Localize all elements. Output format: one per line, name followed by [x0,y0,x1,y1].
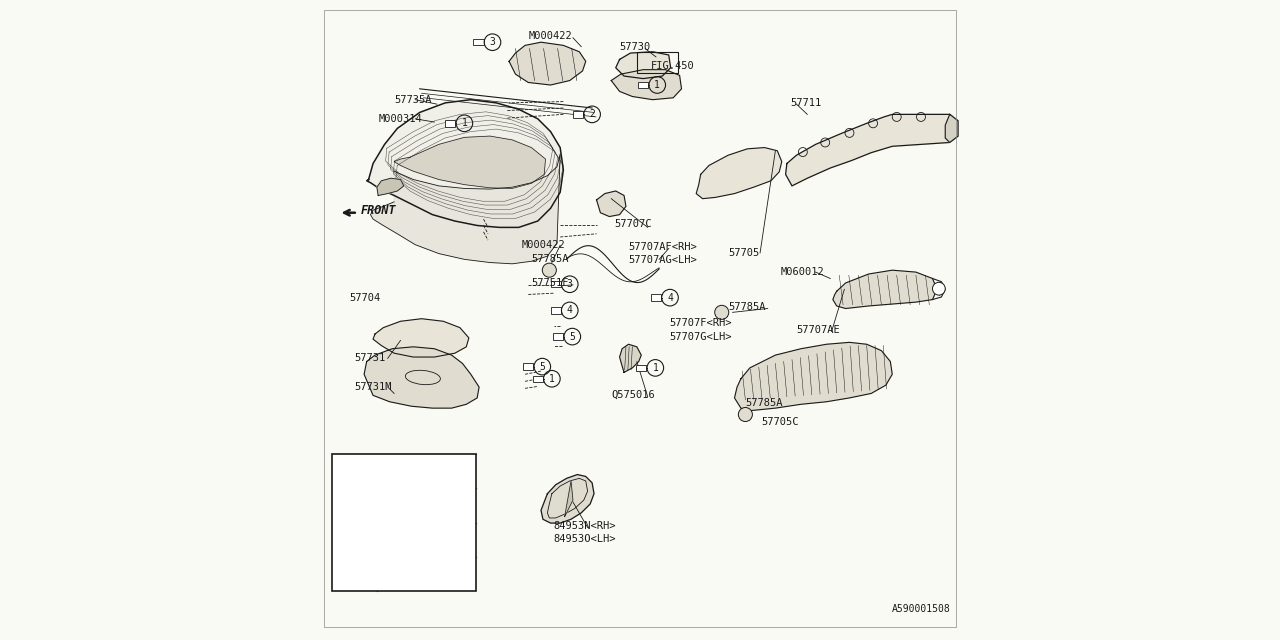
Text: 3: 3 [489,37,495,47]
Circle shape [933,282,945,295]
Text: 57731: 57731 [353,353,385,364]
Text: 57711: 57711 [791,98,822,108]
Text: 2: 2 [340,500,346,511]
Text: W140007: W140007 [353,467,397,476]
Text: 57707AF<RH>: 57707AF<RH> [628,241,698,252]
Bar [445,120,456,127]
Text: < -2212>: < -2212> [379,526,429,536]
Text: 57707AG<LH>: 57707AG<LH> [628,255,698,265]
Text: 1: 1 [549,374,554,384]
Bar [474,39,484,45]
Text: W130013: W130013 [425,467,468,476]
Bar [637,52,678,73]
Text: 5: 5 [412,500,417,511]
Text: 57735A: 57735A [394,95,431,105]
Polygon shape [696,148,782,198]
Text: 2: 2 [589,109,595,120]
Polygon shape [786,115,957,186]
Text: 57704: 57704 [349,292,380,303]
Circle shape [739,408,753,422]
Text: 57707F<RH>: 57707F<RH> [669,318,732,328]
Text: 84953O<LH>: 84953O<LH> [554,534,616,544]
Text: 57705C: 57705C [762,417,799,427]
Polygon shape [509,42,586,85]
Text: M000314: M000314 [378,114,422,124]
Text: W140080: W140080 [353,561,397,571]
Polygon shape [612,70,681,100]
Bar [553,333,563,340]
Text: 57730: 57730 [620,42,650,52]
Circle shape [714,305,728,319]
Text: 57705: 57705 [728,248,759,258]
Text: FIG.450: FIG.450 [650,61,695,71]
Text: 1: 1 [653,363,658,373]
Text: 1: 1 [462,118,467,128]
Polygon shape [366,100,563,227]
Text: 5: 5 [539,362,545,372]
Bar [550,281,561,287]
Text: FRONT: FRONT [360,204,396,217]
Text: 57707C: 57707C [614,220,652,229]
Text: M060012: M060012 [781,267,824,277]
Text: 57751F: 57751F [531,278,568,288]
Text: 4: 4 [412,467,417,476]
Text: 57707AE: 57707AE [796,324,840,335]
Text: 84953N<RH>: 84953N<RH> [554,520,616,531]
Text: M000422: M000422 [529,31,572,41]
Text: W140044: W140044 [353,500,397,511]
Polygon shape [541,474,594,523]
Circle shape [543,263,557,277]
Bar [550,307,561,314]
Bar [333,454,476,591]
Bar [524,364,534,370]
Text: 57785A: 57785A [728,302,765,312]
Text: W140062: W140062 [353,526,397,536]
Text: 4: 4 [667,292,673,303]
Text: 1: 1 [340,467,346,476]
Polygon shape [372,319,468,357]
Polygon shape [616,52,671,79]
Bar [532,376,543,382]
Text: A590001508: A590001508 [892,604,951,614]
Bar [639,82,648,88]
Text: 3: 3 [340,552,346,562]
Text: 57707G<LH>: 57707G<LH> [669,332,732,342]
Text: Q575016: Q575016 [612,390,655,400]
Polygon shape [564,481,573,516]
Text: 57785A: 57785A [745,398,783,408]
Polygon shape [596,191,626,216]
Polygon shape [735,342,892,411]
Text: <2212- >: <2212- > [379,561,429,571]
Polygon shape [833,270,937,308]
Text: 1: 1 [654,80,660,90]
Polygon shape [376,178,403,195]
Polygon shape [370,154,561,264]
Text: W140063: W140063 [425,500,468,511]
Text: M000422: M000422 [522,240,566,250]
Text: 5: 5 [570,332,575,342]
Bar [573,111,584,118]
Bar [636,365,646,371]
Text: 3: 3 [567,279,572,289]
Polygon shape [394,136,545,188]
Text: 57785A: 57785A [531,253,568,264]
Polygon shape [620,344,641,372]
Bar [650,294,660,301]
Polygon shape [364,347,479,408]
Text: 57731M: 57731M [353,382,392,392]
Text: 4: 4 [567,305,572,316]
Polygon shape [945,115,957,143]
